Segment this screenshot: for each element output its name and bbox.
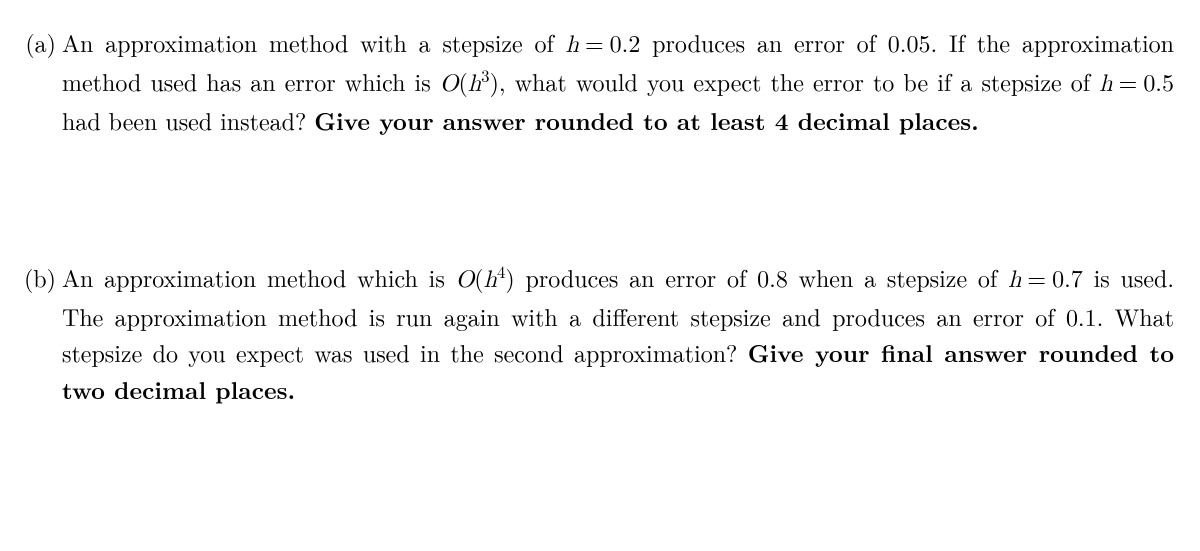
math-rparen: ) bbox=[490, 64, 499, 98]
value: 0.05 bbox=[888, 25, 931, 59]
text: An approximation method with a stepsize … bbox=[62, 25, 566, 59]
math-h: h bbox=[468, 72, 481, 96]
math-val: 0.2 bbox=[610, 25, 641, 59]
math-lparen: ( bbox=[474, 260, 483, 294]
math-val: 0.7 bbox=[1052, 260, 1083, 294]
bold-text: Give your answer rounded to at least bbox=[314, 104, 775, 138]
problem-part-a: (a) An approximation method with a steps… bbox=[6, 24, 1180, 139]
math-rparen: ) bbox=[505, 260, 514, 294]
part-b-label: (b) bbox=[6, 259, 62, 295]
text: when a stepsize of bbox=[788, 260, 1008, 294]
math-h: h bbox=[566, 33, 579, 57]
problem-part-b: (b) An approximation method which is O(h… bbox=[6, 259, 1180, 408]
bold-instruction: Give your answer rounded to at least 4 d… bbox=[314, 104, 979, 138]
part-a-body: An approximation method with a stepsize … bbox=[62, 24, 1180, 139]
math-eq: = bbox=[579, 25, 610, 59]
value: 0.8 bbox=[757, 260, 788, 294]
bold-text: decimal places. bbox=[789, 104, 979, 138]
bold-number: 4 bbox=[775, 104, 789, 138]
text: An approximation method which is bbox=[62, 260, 456, 294]
math-eq: = bbox=[1021, 260, 1052, 294]
page: (a) An approximation method with a steps… bbox=[0, 0, 1200, 408]
math-bigO: O bbox=[440, 72, 459, 96]
part-a-label: (a) bbox=[6, 24, 62, 60]
text: produces an error of bbox=[640, 25, 887, 59]
math-val: 0.5 bbox=[1143, 64, 1174, 98]
math-h: h bbox=[1099, 72, 1112, 96]
text: produces an error of bbox=[515, 260, 757, 294]
text: had been used instead? bbox=[62, 103, 314, 137]
text: , what would you expect the error to be … bbox=[499, 64, 1099, 98]
math-h: h bbox=[1008, 268, 1021, 292]
value: 0.1 bbox=[1066, 299, 1097, 333]
math-exp: 3 bbox=[481, 63, 489, 87]
math-lparen: ( bbox=[458, 64, 467, 98]
math-exp: 4 bbox=[497, 259, 505, 283]
math-eq: = bbox=[1113, 64, 1144, 98]
math-h: h bbox=[484, 268, 497, 292]
part-b-body: An approximation method which is O(h4) p… bbox=[62, 259, 1180, 408]
math-bigO: O bbox=[456, 268, 475, 292]
